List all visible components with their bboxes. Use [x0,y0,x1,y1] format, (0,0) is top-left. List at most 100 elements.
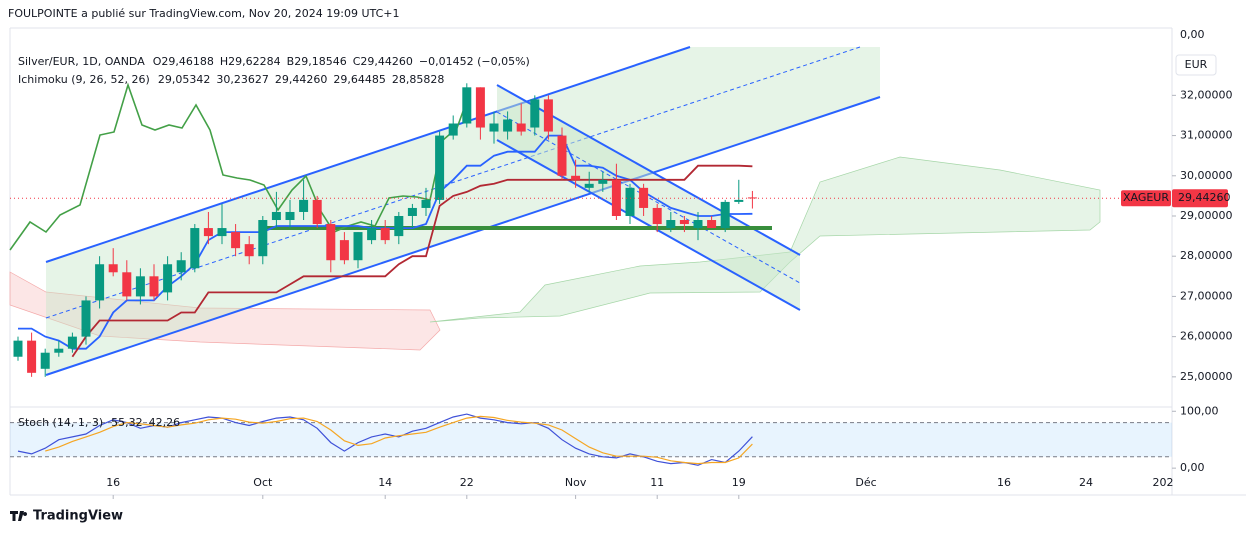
candle-body [244,244,254,257]
candle-body [475,87,485,128]
candle-body [543,99,553,132]
candle-body [734,199,744,202]
channel-fill [497,85,800,310]
legend-value: 55,32 [111,416,143,429]
y-tick-label: 32,00000 [1180,88,1233,101]
candle-body [421,199,431,208]
candle-body [163,264,173,293]
candle-body [557,135,567,176]
candle-body [666,220,676,229]
candle-body [598,179,608,184]
y-tick-label: 25,00000 [1180,370,1233,383]
currency[interactable]: EUR [1185,58,1208,71]
candle-body [639,187,649,208]
y-tick-label: 0,00 [1180,461,1205,474]
y-tick-label: 30,00000 [1180,169,1233,182]
candle-body [190,228,200,269]
candle-body [747,197,757,199]
corner-label: 0,00 [1180,28,1205,41]
candle-body [54,348,64,353]
candle-body [571,175,581,180]
publisher: FOULPOINTE a publié sur TradingView.com,… [8,7,399,20]
legend-value: 42,26 [149,416,181,429]
stoch-name: Stoch (14, 1, 3) [18,416,103,429]
candle-body [108,264,118,273]
x-tick-label: 19 [732,476,746,489]
indicator-name: Ichimoku (9, 26, 52, 26) [18,73,150,86]
candle-body [625,187,635,216]
indicator-line [17,413,753,466]
cloud-bearish [9,271,441,351]
candle-body [503,119,513,132]
legend-value: C29,44260 [353,55,413,68]
candle-body [339,240,349,261]
candle-body [394,215,404,237]
x-tick-label: 11 [650,476,664,489]
legend-value: O29,46188 [153,55,214,68]
legend-value: 30,23627 [216,73,269,86]
x-tick-label: 16 [997,476,1011,489]
candle-body [299,199,309,212]
symbol-title: Silver/EUR, 1D, OANDA [18,55,145,68]
legend-value: B29,18546 [287,55,347,68]
symbol-tag-bg [1121,190,1171,207]
x-tick-label: Oct [253,476,273,489]
candle-body [530,99,540,128]
candle-body [95,264,105,301]
candle-body [489,123,499,132]
symbol-tag: XAGEUR [1123,191,1169,204]
currency-box[interactable] [1175,54,1217,76]
indicator-line [45,415,753,465]
candle-body [81,300,91,337]
candle-body [326,224,336,261]
candle-body [176,260,186,273]
candle-body [285,211,295,221]
legend-value: −0,01452 (−0,05%) [419,55,530,68]
candle-body [122,272,132,297]
marks [10,83,1172,466]
x-tick-label: 202 [1153,476,1174,489]
stoch-band [10,422,1172,457]
channel-mid [496,111,801,284]
y-tick-label: 27,00000 [1180,289,1233,302]
logo [10,511,28,521]
candle-body [40,352,50,369]
legend-value: 29,05342 [158,73,211,86]
candle-body [407,207,417,216]
candle-body [67,336,77,349]
y-tick-label: 28,00000 [1180,249,1233,262]
candle-body [462,87,472,124]
legend-value: 29,44260 [275,73,328,86]
x-tick-label: 14 [378,476,392,489]
candle-body [13,340,23,357]
price-tag: 29,44260 [1178,191,1231,204]
channel-line [496,139,801,311]
y-tick-label: 26,00000 [1180,330,1233,343]
candle-body [611,179,621,216]
candle-body [312,199,322,225]
channel-line [45,46,691,263]
legend-value: 28,85828 [392,73,445,86]
candle-body [353,232,363,261]
candle-body [693,220,703,229]
candle-body [720,201,730,229]
y-tick-label: 29,00000 [1180,209,1233,222]
y-tick-label: 31,00000 [1180,129,1233,142]
candle-body [27,340,37,373]
candle-body [135,276,145,297]
candle-body [367,228,377,241]
candle-body [380,228,390,241]
candle-body [679,220,689,225]
candle-body [435,135,445,200]
candle-body [271,211,281,221]
x-tick-label: 16 [106,476,120,489]
candle-body [652,207,662,225]
lagging-span [9,82,471,251]
candle-body [203,228,213,237]
indicator-line [71,164,753,358]
candle-body [231,232,241,249]
legend-value: H29,62284 [220,55,281,68]
y-tick-label: 100,00 [1180,404,1219,417]
